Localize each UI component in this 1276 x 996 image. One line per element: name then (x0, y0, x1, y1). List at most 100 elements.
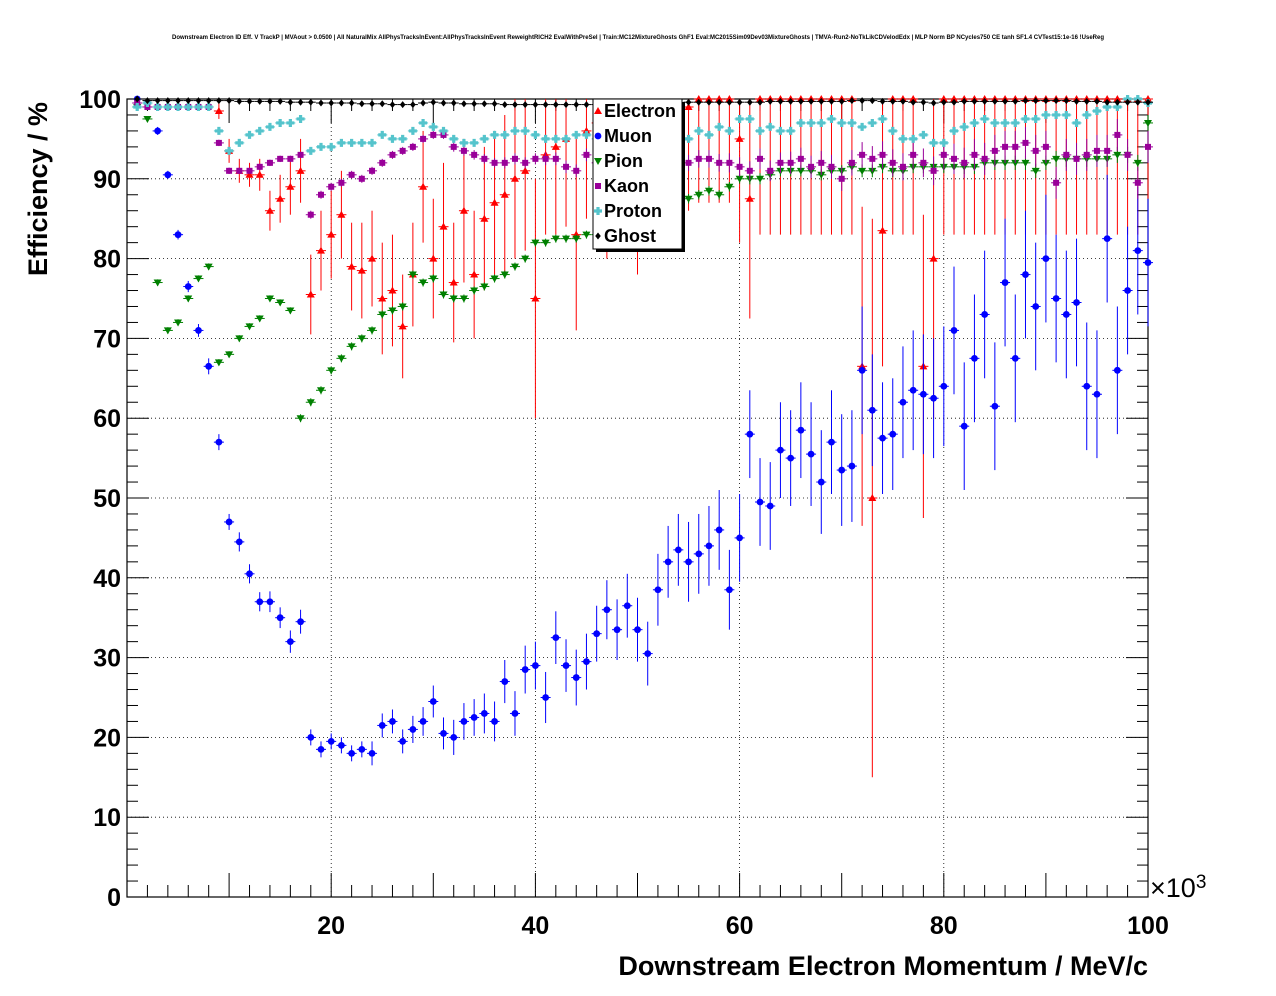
data-point (571, 649, 582, 706)
data-point (234, 167, 245, 175)
data-point (836, 166, 847, 191)
data-point (356, 222, 367, 319)
data-point (254, 163, 265, 171)
x-tick-label: 60 (726, 912, 754, 940)
data-point (1061, 138, 1072, 171)
point-marker (869, 155, 876, 162)
data-point (1061, 110, 1072, 119)
data-point (928, 99, 939, 107)
point-marker (889, 430, 897, 438)
point-marker (245, 323, 254, 331)
data-point (336, 138, 347, 147)
data-point (173, 229, 184, 240)
point-marker (359, 100, 365, 108)
point-marker (919, 390, 927, 398)
data-point (703, 185, 714, 196)
point-marker (1133, 159, 1142, 167)
point-marker (1032, 97, 1039, 105)
point-marker (1002, 143, 1009, 150)
data-point (469, 699, 480, 736)
data-point (540, 101, 551, 109)
point-marker (654, 586, 662, 594)
point-marker (1103, 235, 1111, 243)
data-point (428, 685, 439, 718)
point-marker (777, 159, 784, 166)
data-point (561, 101, 572, 109)
data-point (132, 95, 143, 103)
point-marker (745, 194, 754, 202)
y-tick-label: 20 (93, 724, 121, 752)
point-marker (1012, 97, 1019, 105)
point-marker (991, 147, 998, 154)
data-point (867, 218, 878, 778)
data-point (213, 126, 224, 135)
point-marker (276, 118, 285, 127)
point-marker (1134, 98, 1141, 106)
data-point (1143, 198, 1153, 327)
point-marker (1093, 147, 1100, 154)
data-point (244, 167, 255, 175)
data-point (203, 97, 214, 105)
data-point (428, 274, 439, 283)
point-marker (430, 98, 437, 106)
point-marker (1052, 110, 1061, 119)
data-point (315, 741, 326, 758)
data-point (326, 99, 337, 107)
point-marker (459, 295, 468, 303)
point-marker (899, 398, 907, 406)
data-point (224, 97, 235, 105)
point-marker (532, 155, 539, 162)
legend-marker (594, 107, 602, 114)
data-point (877, 114, 888, 123)
data-point (918, 98, 929, 106)
data-point (479, 134, 490, 143)
point-marker (1145, 143, 1151, 150)
point-marker (286, 182, 295, 190)
data-point (183, 295, 194, 303)
point-marker (399, 101, 406, 109)
data-point (499, 659, 510, 704)
point-marker (777, 97, 784, 105)
data-point (1030, 242, 1041, 371)
data-point (264, 190, 275, 231)
point-marker (348, 99, 355, 107)
data-point (407, 126, 418, 135)
point-marker (1083, 151, 1090, 158)
point-marker (164, 171, 172, 179)
data-point (254, 592, 265, 612)
data-point (816, 430, 827, 534)
point-marker (521, 255, 530, 263)
data-point (193, 324, 204, 337)
point-marker (409, 726, 417, 733)
legend-label: Ghost (604, 226, 656, 246)
data-point (775, 402, 786, 498)
point-marker (327, 230, 336, 238)
point-marker (899, 163, 906, 170)
point-marker (388, 307, 397, 315)
point-marker (582, 130, 591, 139)
point-marker (756, 175, 765, 183)
point-marker (470, 270, 479, 278)
point-marker (409, 143, 416, 150)
point-marker (429, 275, 438, 283)
data-point (1030, 134, 1041, 167)
data-point (326, 142, 337, 151)
point-marker (521, 126, 530, 135)
point-marker (695, 98, 702, 106)
data-point (979, 114, 990, 123)
data-point (714, 98, 725, 106)
data-point (581, 130, 592, 139)
point-marker (245, 130, 254, 139)
data-point (1081, 322, 1092, 451)
point-marker (481, 100, 488, 108)
data-point (234, 532, 245, 552)
point-marker (929, 254, 938, 262)
point-marker (1021, 114, 1030, 123)
data-point (448, 222, 459, 343)
point-marker (500, 130, 509, 139)
point-marker (1052, 155, 1061, 163)
data-point (857, 122, 868, 131)
point-marker (1021, 159, 1030, 167)
point-marker (1083, 382, 1091, 390)
point-marker (583, 101, 590, 109)
